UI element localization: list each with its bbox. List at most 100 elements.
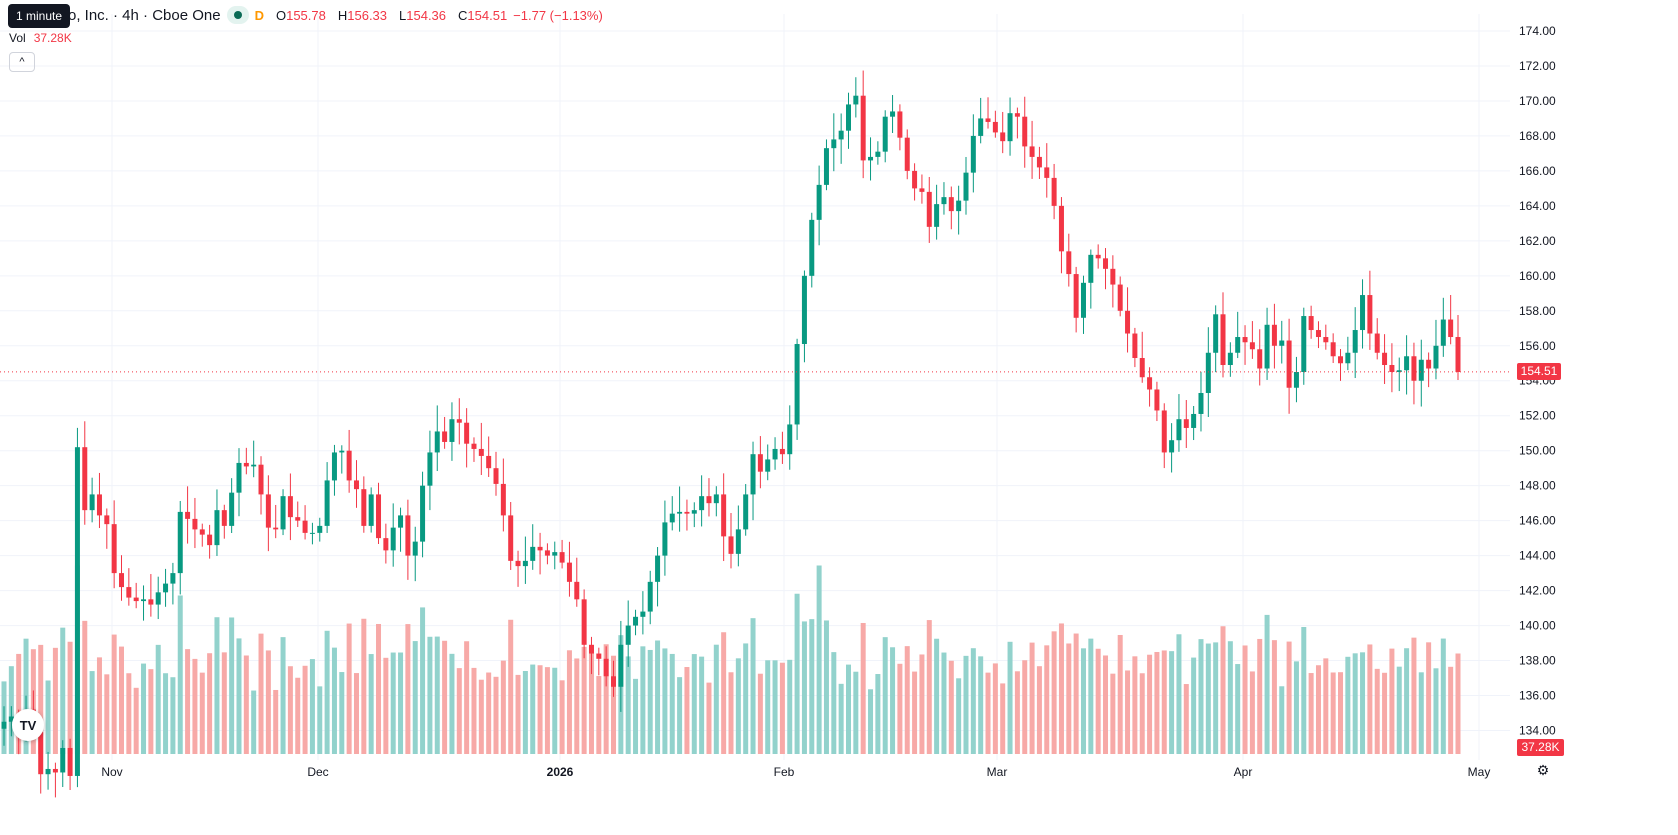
volume-bar xyxy=(1139,673,1145,754)
volume-bar xyxy=(390,652,396,754)
candle-body xyxy=(1103,258,1109,269)
volume-bar xyxy=(1382,672,1388,754)
volume-bar xyxy=(1029,642,1035,754)
time-tick-label: 2026 xyxy=(547,765,574,779)
market-open-dot-icon[interactable] xyxy=(226,6,249,24)
volume-bar xyxy=(148,669,154,754)
volume-bar xyxy=(926,620,932,754)
price-tick-label: 146.00 xyxy=(1519,514,1556,528)
volume-bar xyxy=(845,664,851,754)
candle-body xyxy=(772,448,778,460)
candle-body xyxy=(126,587,132,598)
price-tick-label: 136.00 xyxy=(1519,689,1556,703)
candle-body xyxy=(978,118,984,136)
volume-bar xyxy=(89,671,95,754)
volume-bar xyxy=(1418,672,1424,754)
candle-body xyxy=(640,611,646,617)
volume-bar xyxy=(1161,650,1167,754)
volume-bar xyxy=(500,660,506,754)
volume-bar xyxy=(1014,671,1020,754)
volume-bar xyxy=(1411,637,1417,754)
volume-bar xyxy=(383,657,389,754)
candle-body xyxy=(82,447,88,511)
candle-body xyxy=(1125,310,1131,334)
candle-body xyxy=(8,716,14,722)
volume-bar xyxy=(1315,665,1321,754)
symbol-title[interactable]: o, Inc. · 4h · Cboe One xyxy=(68,6,221,24)
volume-bar xyxy=(1338,672,1344,754)
volume-bar xyxy=(1360,652,1366,754)
volume-bar xyxy=(552,667,558,754)
candle-body xyxy=(691,510,697,514)
candle-body xyxy=(287,496,293,518)
candle-body xyxy=(324,480,330,526)
candle-body xyxy=(611,676,617,687)
candle-body xyxy=(816,184,822,220)
volume-bar xyxy=(794,593,800,754)
candle-body xyxy=(1257,349,1263,369)
volume-bar xyxy=(691,654,697,754)
volume-bar xyxy=(1396,666,1402,754)
volume-bar xyxy=(1147,654,1153,754)
volume-bar xyxy=(1249,671,1255,754)
candle-body xyxy=(104,515,110,525)
volume-bar xyxy=(236,638,242,754)
candle-body xyxy=(1080,282,1086,318)
tradingview-logo-icon[interactable]: TV xyxy=(12,709,44,741)
candle-body xyxy=(1448,319,1454,338)
candle-body xyxy=(831,139,837,149)
collapse-legend-button[interactable]: ^ xyxy=(9,52,35,72)
volume-bar xyxy=(442,640,448,754)
volume-bar xyxy=(471,667,477,754)
time-tick-label: Feb xyxy=(774,765,795,779)
price-tick-label: 158.00 xyxy=(1519,304,1556,318)
candle-body xyxy=(1000,132,1006,142)
candle-body xyxy=(970,135,976,173)
market-status-badge[interactable]: D xyxy=(254,7,264,23)
volume-legend: Vol 37.28K xyxy=(9,31,72,45)
price-tick-label: 138.00 xyxy=(1519,654,1556,668)
last-price-tag: 154.51 xyxy=(1517,363,1561,380)
candle-body xyxy=(434,431,440,453)
volume-bar xyxy=(1264,614,1270,754)
candle-body xyxy=(229,492,235,526)
volume-bar xyxy=(912,671,918,754)
price-axis: 174.00 172.00 170.00 168.00 166.00 164.00 162.… xyxy=(1519,24,1556,737)
candle-body xyxy=(956,200,962,212)
candle-body xyxy=(339,450,345,453)
volume-bar xyxy=(581,646,587,754)
price-tick-label: 148.00 xyxy=(1519,479,1556,493)
candle-body xyxy=(500,483,506,516)
volume-bar xyxy=(302,665,308,754)
gear-icon[interactable]: ⚙ xyxy=(1536,761,1550,778)
candle-body xyxy=(1360,295,1366,331)
candle-body xyxy=(684,511,690,514)
candle-body xyxy=(353,480,359,490)
volume-bar xyxy=(229,617,235,754)
volume-bar xyxy=(1448,666,1454,754)
candle-body xyxy=(185,511,191,519)
candle-body xyxy=(427,452,433,486)
candle-body xyxy=(258,464,264,495)
candle-body xyxy=(941,197,947,205)
candle-body xyxy=(1235,337,1241,353)
chevron-up-icon: ^ xyxy=(19,56,25,68)
volume-bar xyxy=(45,680,51,754)
price-tick-label: 142.00 xyxy=(1519,584,1556,598)
volume-bar xyxy=(963,655,969,754)
volume-bar xyxy=(713,644,719,754)
candle-body xyxy=(1088,254,1094,283)
candle-body xyxy=(1352,330,1358,353)
volume-bar xyxy=(1242,645,1248,754)
candle-body xyxy=(1095,254,1101,259)
volume-bar xyxy=(772,660,778,754)
volume-bar xyxy=(309,659,315,754)
volume-bar xyxy=(434,636,440,754)
volume-bar xyxy=(574,658,580,754)
candle-body xyxy=(904,137,910,171)
volume-bar xyxy=(1220,626,1226,754)
volume-bar xyxy=(897,663,903,754)
volume-bar xyxy=(992,663,998,754)
candle-body xyxy=(1433,345,1439,369)
